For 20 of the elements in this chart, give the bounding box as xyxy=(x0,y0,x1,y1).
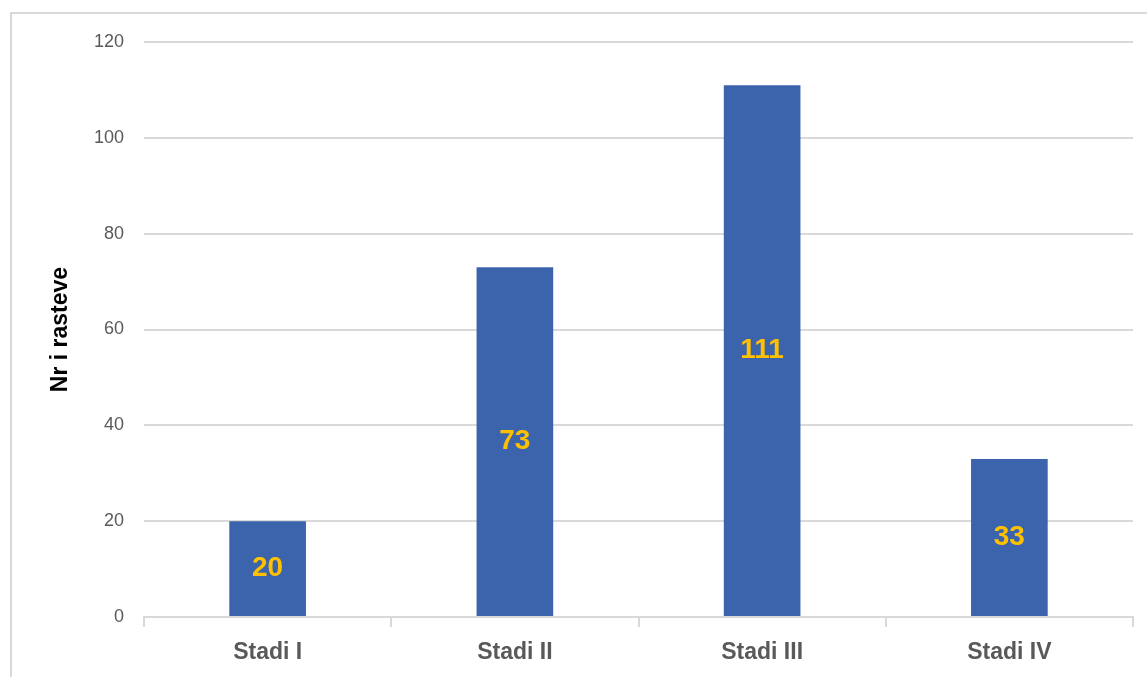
y-axis-title: Nr i rasteve xyxy=(46,266,73,393)
y-tick-label: 120 xyxy=(93,30,124,51)
data-label: 73 xyxy=(499,424,531,456)
x-tick-label: Stadi I xyxy=(233,638,303,665)
bar xyxy=(971,458,1048,616)
y-tick-label: 20 xyxy=(103,510,124,531)
x-tick-label: Stadi III xyxy=(721,638,804,665)
bar xyxy=(229,521,306,616)
bar xyxy=(723,85,801,616)
x-tick-label: Stadi II xyxy=(477,638,553,665)
y-tick-label: 80 xyxy=(103,222,124,243)
bar xyxy=(476,267,554,616)
y-tick-label: 40 xyxy=(103,414,124,435)
y-tick-label: 60 xyxy=(103,318,124,339)
data-label: 33 xyxy=(993,520,1025,552)
data-label: 111 xyxy=(740,333,784,365)
data-label: 20 xyxy=(252,551,284,583)
x-tick-label: Stadi IV xyxy=(967,638,1053,665)
y-tick-label: 0 xyxy=(113,605,124,626)
y-tick-label: 100 xyxy=(93,126,124,147)
